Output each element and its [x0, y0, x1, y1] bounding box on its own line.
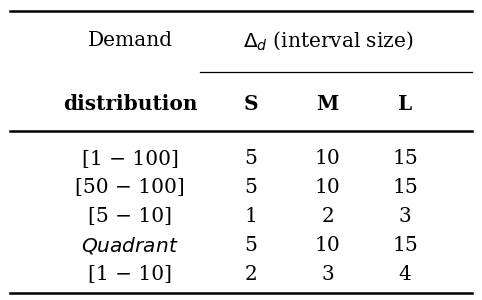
Text: 5: 5 [244, 149, 257, 169]
Text: 15: 15 [392, 178, 418, 197]
Text: L: L [398, 94, 412, 113]
Text: 15: 15 [392, 236, 418, 255]
Text: S: S [243, 94, 258, 113]
Text: 2: 2 [244, 265, 257, 284]
Text: $\Delta_d$ (interval size): $\Delta_d$ (interval size) [242, 29, 413, 52]
Text: 10: 10 [315, 149, 341, 169]
Text: 10: 10 [315, 178, 341, 197]
Text: 3: 3 [321, 265, 334, 284]
Text: 15: 15 [392, 149, 418, 169]
Text: 5: 5 [244, 178, 257, 197]
Text: [1 − 10]: [1 − 10] [88, 265, 172, 284]
Text: distribution: distribution [63, 94, 198, 113]
Text: 2: 2 [321, 207, 334, 226]
Text: [50 − 100]: [50 − 100] [75, 178, 185, 197]
Text: 4: 4 [399, 265, 411, 284]
Text: 5: 5 [244, 236, 257, 255]
Text: 10: 10 [315, 236, 341, 255]
Text: 1: 1 [244, 207, 257, 226]
Text: [1 − 100]: [1 − 100] [82, 149, 178, 169]
Text: 3: 3 [399, 207, 411, 226]
Text: Demand: Demand [88, 31, 173, 50]
Text: [5 − 10]: [5 − 10] [88, 207, 172, 226]
Text: M: M [317, 94, 339, 113]
Text: $Quadrant$: $Quadrant$ [81, 235, 179, 256]
